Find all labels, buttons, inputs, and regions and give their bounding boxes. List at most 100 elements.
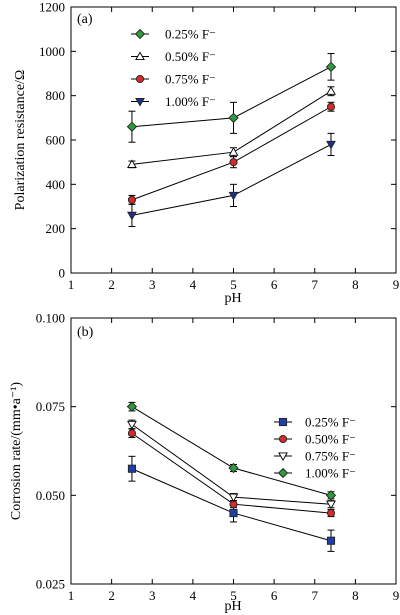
- y-tick-label: 0.100: [36, 311, 65, 326]
- data-point-0-75-f: [127, 420, 137, 430]
- x-tick-label: 9: [393, 588, 400, 603]
- legend-marker: [278, 434, 288, 444]
- x-tick-label: 5: [230, 277, 237, 292]
- legend-marker: [135, 74, 145, 84]
- data-point-0-75-f: [228, 493, 239, 503]
- chart-panel-b: (b) pH Corrosion rate/(mm•a⁻¹) 1 2 3 4 5 6 7 8 9…: [9, 311, 399, 615]
- data-point-0-25-f: [326, 536, 336, 545]
- x-tick-label: 5: [230, 588, 237, 603]
- series-0-50-f: [127, 428, 336, 518]
- legend-marker: [134, 28, 146, 40]
- x-tick-label: 6: [271, 588, 278, 603]
- data-point-0-50-f: [127, 159, 137, 168]
- data-point-0-25-f: [126, 121, 138, 132]
- series-group-b: [126, 401, 337, 552]
- y-tick-label: 1000: [39, 44, 65, 59]
- y-axis-label-a: Polarization resistance/Ω: [13, 70, 28, 211]
- series-1-00-f: [126, 401, 337, 501]
- x-tick-label: 3: [149, 277, 156, 292]
- series-1-00-f: [127, 132, 336, 227]
- x-tick-label: 7: [312, 588, 319, 603]
- legend-item-0-25-f: 0.25% F⁻: [274, 415, 356, 430]
- legend-item-1-00-f: 1.00% F⁻: [131, 94, 216, 109]
- x-tick-label: 1: [68, 277, 75, 292]
- y-tick-label: 600: [46, 133, 66, 148]
- legend-b: 0.25% F⁻ 0.50% F⁻ 0.75% F⁻ 1.00% F⁻: [274, 415, 356, 481]
- y-tick-label: 400: [46, 177, 66, 192]
- x-tick-label: 9: [393, 277, 400, 292]
- legend-label: 0.25% F⁻: [165, 27, 216, 42]
- x-tick-label: 3: [149, 588, 156, 603]
- legend-label: 0.75% F⁻: [305, 449, 356, 464]
- x-ticks-a: 1 2 3 4 5 6 7 8 9: [68, 7, 400, 292]
- legend-item-0-75-f: 0.75% F⁻: [274, 449, 356, 464]
- y-ticks-a: 0 200 400 600 800 1000 1200: [39, 0, 396, 281]
- data-point-0-25-f: [228, 112, 239, 123]
- x-tick-label: 8: [352, 588, 359, 603]
- legend-label: 1.00% F⁻: [305, 466, 356, 481]
- legend-item-0-25-f: 0.25% F⁻: [131, 27, 216, 42]
- series-0-50-f: [127, 86, 336, 169]
- data-point-0-25-f: [229, 509, 238, 518]
- series-group-a: [126, 53, 337, 227]
- y-tick-label: 0.075: [36, 399, 65, 414]
- x-tick-label: 1: [68, 588, 75, 603]
- legend-item-0-50-f: 0.50% F⁻: [131, 49, 216, 64]
- data-point-1-00-f: [126, 401, 138, 412]
- legend-marker: [277, 467, 289, 479]
- y-tick-label: 800: [46, 88, 66, 103]
- x-tick-label: 8: [352, 277, 359, 292]
- legend-item-0-50-f: 0.50% F⁻: [274, 432, 356, 447]
- x-axis-label-a: pH: [224, 291, 241, 306]
- data-point-1-00-f: [127, 211, 137, 221]
- legend-label: 0.50% F⁻: [305, 432, 356, 447]
- y-ticks-b: 0.025 0.050 0.075 0.100: [36, 311, 396, 592]
- panel-label-a: (a): [77, 12, 93, 27]
- x-tick-label: 6: [271, 277, 278, 292]
- y-tick-label: 200: [46, 221, 66, 236]
- x-tick-label: 2: [108, 588, 115, 603]
- legend-label: 0.50% F⁻: [165, 49, 216, 64]
- data-point-1-00-f: [228, 462, 239, 474]
- data-point-0-50-f: [326, 86, 336, 95]
- data-point-0-25-f: [325, 61, 337, 72]
- series-0-75-f: [127, 419, 336, 510]
- data-point-0-75-f: [229, 158, 238, 167]
- data-point-0-75-f: [127, 195, 136, 204]
- legend-a: 0.25% F⁻ 0.50% F⁻ 0.75% F⁻ 1.00% F⁻: [131, 27, 216, 109]
- chart-panel-a: (a) pH Polarization resistance/Ω 1 2 3 4 5 6 7…: [13, 0, 399, 306]
- x-tick-label: 2: [108, 277, 115, 292]
- y-tick-label: 0.025: [36, 577, 65, 592]
- legend-label: 0.25% F⁻: [305, 415, 356, 430]
- y-tick-label: 0: [59, 266, 66, 281]
- series-0-25-f: [127, 455, 336, 552]
- x-ticks-b: 1 2 3 4 5 6 7 8 9: [68, 318, 400, 603]
- y-tick-label: 0.050: [36, 488, 65, 503]
- x-tick-label: 4: [190, 277, 197, 292]
- legend-label: 1.00% F⁻: [165, 94, 216, 109]
- legend-item-0-75-f: 0.75% F⁻: [131, 72, 216, 87]
- legend-marker: [135, 51, 145, 61]
- data-point-1-00-f: [228, 191, 239, 201]
- data-point-0-50-f: [127, 429, 136, 438]
- data-point-0-75-f: [326, 102, 336, 111]
- x-tick-label: 4: [190, 588, 197, 603]
- x-axis-label-b: pH: [224, 599, 241, 614]
- data-point-1-00-f: [325, 490, 337, 501]
- y-axis-label-b: Corrosion rate/(mm•a⁻¹): [9, 382, 24, 521]
- legend-marker: [278, 452, 288, 462]
- series-0-25-f: [126, 53, 337, 143]
- legend-marker: [135, 97, 145, 107]
- legend-item-1-00-f: 1.00% F⁻: [274, 466, 356, 481]
- panel-label-b: (b): [77, 325, 94, 340]
- data-point-0-50-f: [228, 147, 239, 156]
- data-point-0-25-f: [127, 464, 136, 473]
- data-point-0-50-f: [326, 509, 336, 518]
- plot-frame-a: [70, 6, 397, 274]
- y-tick-label: 1200: [39, 0, 65, 15]
- x-tick-label: 7: [312, 277, 319, 292]
- data-point-1-00-f: [326, 140, 336, 150]
- data-point-0-75-f: [326, 500, 336, 510]
- legend-label: 0.75% F⁻: [165, 72, 216, 87]
